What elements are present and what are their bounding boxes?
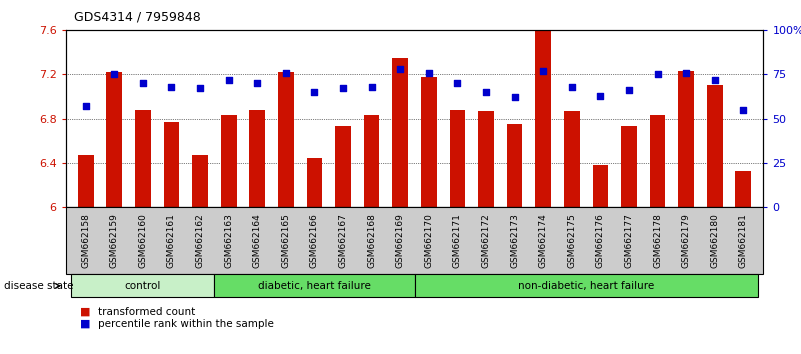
Bar — [593, 165, 608, 207]
Text: diabetic, heart failure: diabetic, heart failure — [258, 281, 371, 291]
Point — [594, 93, 607, 98]
Point — [336, 86, 349, 91]
Text: GSM662171: GSM662171 — [453, 213, 462, 268]
Bar — [392, 58, 408, 207]
Point — [422, 70, 435, 75]
Text: GSM662169: GSM662169 — [396, 213, 405, 268]
Text: GSM662179: GSM662179 — [682, 213, 690, 268]
Point — [165, 84, 178, 90]
Bar — [678, 71, 694, 207]
Point — [451, 80, 464, 86]
Text: GSM662172: GSM662172 — [481, 213, 490, 268]
Text: GSM662180: GSM662180 — [710, 213, 719, 268]
Bar — [535, 30, 551, 207]
Text: GSM662162: GSM662162 — [195, 213, 204, 268]
Text: GSM662163: GSM662163 — [224, 213, 233, 268]
Point — [622, 87, 635, 93]
Bar — [706, 85, 723, 207]
Text: ■: ■ — [80, 319, 91, 329]
Text: GSM662160: GSM662160 — [139, 213, 147, 268]
Bar — [221, 115, 236, 207]
Point — [280, 70, 292, 75]
Text: GSM662181: GSM662181 — [739, 213, 748, 268]
Text: GSM662174: GSM662174 — [539, 213, 548, 268]
Point — [108, 72, 121, 77]
Bar — [735, 171, 751, 207]
Text: GSM662166: GSM662166 — [310, 213, 319, 268]
Point — [308, 89, 321, 95]
Point — [194, 86, 207, 91]
Point — [79, 103, 92, 109]
Text: GSM662167: GSM662167 — [339, 213, 348, 268]
Text: GSM662158: GSM662158 — [81, 213, 91, 268]
Text: GSM662161: GSM662161 — [167, 213, 176, 268]
Text: GSM662178: GSM662178 — [653, 213, 662, 268]
Text: non-diabetic, heart failure: non-diabetic, heart failure — [518, 281, 654, 291]
Bar — [564, 111, 580, 207]
Text: GSM662176: GSM662176 — [596, 213, 605, 268]
Bar — [507, 124, 522, 207]
Point — [480, 89, 493, 95]
Text: GSM662159: GSM662159 — [110, 213, 119, 268]
Bar — [307, 158, 322, 207]
Bar — [78, 155, 94, 207]
Point — [566, 84, 578, 90]
Text: GDS4314 / 7959848: GDS4314 / 7959848 — [74, 10, 200, 23]
Point — [251, 80, 264, 86]
Bar — [163, 122, 179, 207]
Text: ■: ■ — [80, 307, 91, 316]
Point — [222, 77, 235, 82]
Text: GSM662173: GSM662173 — [510, 213, 519, 268]
Text: GSM662168: GSM662168 — [367, 213, 376, 268]
Point — [136, 80, 149, 86]
Point — [508, 95, 521, 100]
Bar — [192, 155, 208, 207]
Point — [537, 68, 549, 74]
Text: GSM662165: GSM662165 — [281, 213, 290, 268]
Point — [737, 107, 750, 113]
Bar — [621, 126, 637, 207]
Text: percentile rank within the sample: percentile rank within the sample — [98, 319, 274, 329]
Text: disease state: disease state — [4, 281, 74, 291]
Point — [365, 84, 378, 90]
Bar — [278, 72, 294, 207]
Point — [651, 72, 664, 77]
Point — [708, 77, 721, 82]
Bar — [335, 126, 351, 207]
Text: GSM662170: GSM662170 — [425, 213, 433, 268]
Text: GSM662177: GSM662177 — [625, 213, 634, 268]
Bar — [449, 110, 465, 207]
Bar — [364, 115, 380, 207]
Text: GSM662175: GSM662175 — [567, 213, 576, 268]
Bar — [478, 111, 494, 207]
Bar — [249, 110, 265, 207]
Bar — [421, 76, 437, 207]
Bar — [650, 115, 666, 207]
Text: GSM662164: GSM662164 — [253, 213, 262, 268]
Text: transformed count: transformed count — [98, 307, 195, 316]
Bar — [135, 110, 151, 207]
Text: control: control — [125, 281, 161, 291]
Bar — [107, 72, 123, 207]
Point — [394, 66, 407, 72]
Point — [680, 70, 693, 75]
